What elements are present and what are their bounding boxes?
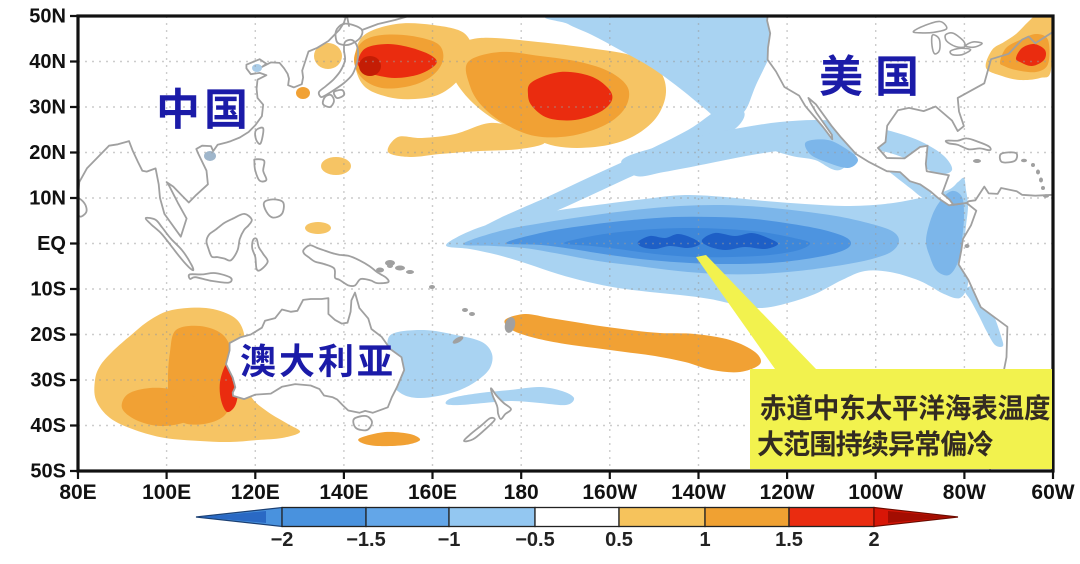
svg-text:140W: 140W bbox=[671, 481, 726, 504]
svg-text:180: 180 bbox=[504, 481, 539, 504]
svg-text:160W: 160W bbox=[582, 481, 637, 504]
svg-text:140E: 140E bbox=[319, 481, 368, 504]
svg-text:120E: 120E bbox=[231, 481, 280, 504]
svg-text:EQ: EQ bbox=[37, 233, 66, 255]
svg-text:−2: −2 bbox=[271, 529, 294, 551]
svg-text:100W: 100W bbox=[848, 481, 903, 504]
svg-text:100E: 100E bbox=[142, 481, 191, 504]
svg-text:−1.5: −1.5 bbox=[346, 529, 385, 551]
svg-text:40N: 40N bbox=[29, 51, 66, 73]
svg-text:50N: 50N bbox=[29, 6, 66, 28]
svg-text:1: 1 bbox=[699, 529, 710, 551]
svg-text:20N: 20N bbox=[29, 142, 66, 164]
svg-text:−0.5: −0.5 bbox=[515, 529, 554, 551]
svg-text:10N: 10N bbox=[29, 188, 66, 210]
svg-text:1.5: 1.5 bbox=[775, 529, 803, 551]
svg-text:160E: 160E bbox=[408, 481, 457, 504]
svg-text:20S: 20S bbox=[30, 324, 66, 346]
svg-text:120W: 120W bbox=[760, 481, 815, 504]
svg-text:2: 2 bbox=[868, 529, 879, 551]
svg-text:40S: 40S bbox=[30, 415, 66, 437]
svg-text:0.5: 0.5 bbox=[605, 529, 633, 551]
svg-text:−1: −1 bbox=[438, 529, 461, 551]
svg-text:30N: 30N bbox=[29, 97, 66, 119]
svg-text:80E: 80E bbox=[59, 481, 96, 504]
svg-text:10S: 10S bbox=[30, 279, 66, 301]
svg-text:80W: 80W bbox=[943, 481, 986, 504]
svg-text:30S: 30S bbox=[30, 370, 66, 392]
svg-text:50S: 50S bbox=[30, 461, 66, 483]
svg-text:60W: 60W bbox=[1031, 481, 1074, 504]
